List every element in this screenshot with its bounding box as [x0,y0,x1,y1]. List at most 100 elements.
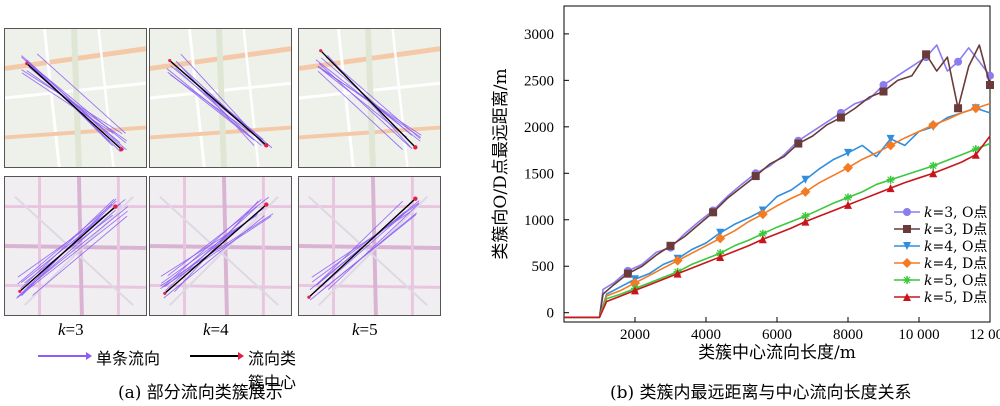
legend-marker [903,276,911,284]
single-flow-line [317,70,403,150]
data-point [672,255,683,266]
single-flow-line [163,215,265,299]
single-flow-line [21,72,114,134]
flow-origin-point [168,58,172,63]
map-k5-bottom [298,176,441,316]
map-road [14,195,134,306]
legend-marker [903,208,911,216]
single-flow-line [26,206,128,289]
panel-a: k=3 k=4 k=5 单条流向 流向类簇中心 (a) 部分流向类簇展示 [0,0,441,406]
single-flow-line [317,200,403,284]
data-point [715,233,726,244]
map-road [169,196,279,306]
data-point [801,175,810,184]
single-flow-line [21,69,123,135]
cluster-center-line [308,198,416,298]
data-point [879,87,888,96]
series-line [564,44,991,319]
single-flow-line [165,206,258,292]
data-point [709,208,718,217]
data-point [800,186,811,197]
series-1 [564,44,994,319]
single-flow-line [170,74,258,138]
series-5 [564,135,991,319]
legend-label: k=5, O点 [924,273,988,289]
data-point [623,269,632,278]
data-point [758,235,767,244]
map-road [299,244,440,250]
data-point [836,113,845,122]
legend-label: k=5, D点 [924,290,987,306]
single-flow-line [17,210,128,298]
data-point [886,184,895,193]
flow-origin-point [25,61,29,66]
data-point [716,228,725,237]
single-flow-line [175,60,255,146]
cluster-center-arrow-head [413,196,418,201]
single-flow-line [32,65,127,144]
data-point [673,269,682,278]
legend-label: k=3, O点 [924,205,988,221]
cluster-center-line [169,60,267,146]
data-point [971,150,980,159]
x-tick-label: 4000 [691,327,721,343]
map-road [365,29,376,167]
data-point [885,140,896,151]
y-tick-label: 0 [547,306,555,322]
x-axis-label: 类簇中心流向长度/m [698,343,856,363]
series-line [564,102,991,319]
legend-label: k=4, O点 [924,239,988,255]
map-road [76,177,84,315]
map-road [159,195,279,306]
legend-entry: k=4, D点 [894,256,987,272]
data-point [928,119,939,130]
legend-marker [903,293,911,301]
single-flow-line [318,214,417,294]
map-road [308,195,428,306]
data-point [879,81,888,89]
data-point [843,162,853,173]
legend-marker [903,225,911,233]
y-axis-label: 类簇向O/D点最远距离/m [491,68,511,259]
y-tick-label: 3000 [524,27,554,43]
data-point [794,139,803,148]
legend-marker [903,242,911,250]
single-flow-line [321,69,408,138]
cluster-center-arrow-head [119,147,124,152]
cluster-center-line [19,206,116,292]
flow-origin-point [163,291,167,295]
map-road [318,196,428,306]
x-tick-label: 2000 [620,327,650,343]
legend-cluster-center-label: 流向类簇中心 [248,349,297,392]
flow-origin-point [18,289,22,293]
cluster-center-line [26,62,122,150]
single-flow-line [17,203,113,285]
map-k3-bottom [4,176,147,316]
data-point [929,169,938,178]
legend-entry: k=4, O点 [894,239,988,255]
single-flow-line [21,55,127,151]
single-flow-line [160,215,258,277]
series-line [564,44,991,319]
cluster-center-line [164,204,267,294]
k-label-5: k=5 [352,320,378,339]
legend-entry: k=3, D点 [894,222,987,238]
single-flow-line [160,213,274,287]
data-point [757,209,768,220]
y-tick-label: 1500 [524,166,554,182]
data-point [970,103,981,114]
map-road [42,29,61,167]
flow-origin-point [319,49,323,53]
map-k4-bottom [149,176,292,316]
k-label-3: k=3 [58,320,84,339]
x-tick-label: 12 000 [969,327,1000,343]
single-flow-line [313,214,404,293]
data-point [666,241,675,250]
k-label-4: k=4 [203,320,229,339]
data-point [954,57,963,66]
flow-origin-point [307,295,311,299]
x-tick-label: 10 000 [898,327,939,343]
series-3 [564,102,991,319]
map-road [71,29,82,167]
data-point [954,104,963,113]
